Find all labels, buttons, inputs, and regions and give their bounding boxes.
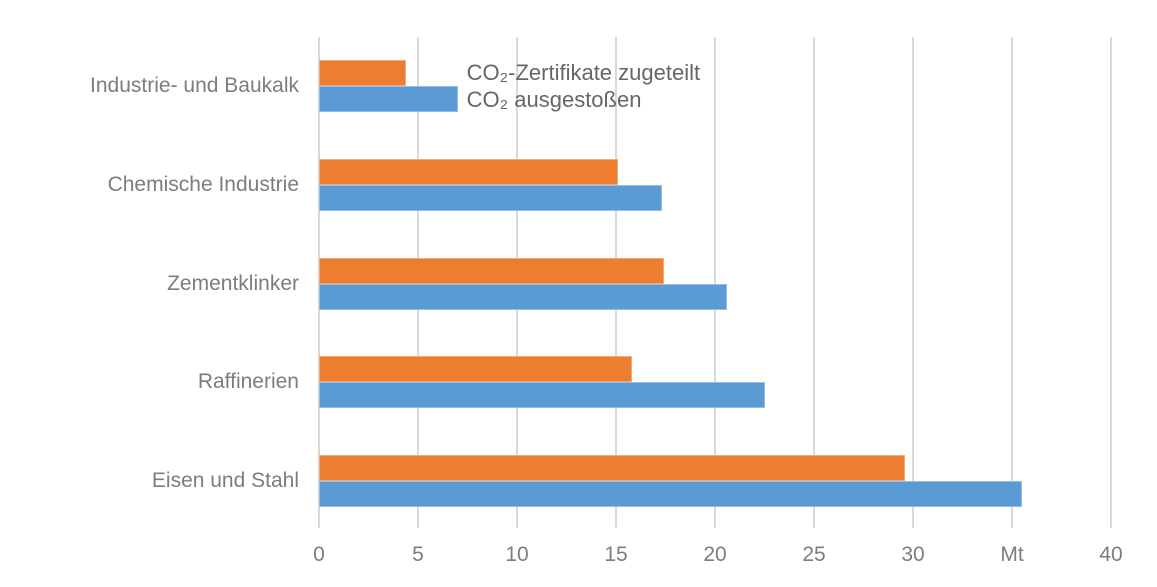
bar-series-1-ausgestossen — [319, 86, 458, 113]
bar-series-0-zugeteilt — [319, 356, 632, 383]
bar-series-1-ausgestossen — [319, 480, 1022, 507]
x-tick-label: 25 — [802, 543, 826, 566]
bar-series-0-zugeteilt — [319, 454, 906, 481]
category-label: Eisen und Stahl — [151, 468, 299, 492]
legend-item-co2-zertifikate-zugeteilt: CO₂-Zertifikate zugeteilt — [466, 60, 701, 86]
x-tick-label: 0 — [313, 543, 325, 566]
gridline — [714, 37, 716, 528]
category-label: Zementklinker — [167, 271, 299, 295]
x-tick-label: 20 — [703, 543, 727, 566]
x-tick-label: 30 — [901, 543, 925, 566]
bar-series-1-ausgestossen — [319, 283, 727, 310]
gridline — [1011, 37, 1013, 528]
x-tick-label: Mt — [1000, 543, 1024, 566]
legend-item-co2-ausgestossen: CO₂ ausgestoßen — [466, 87, 642, 113]
bar-series-0-zugeteilt — [319, 60, 407, 87]
category-label: Raffinerien — [197, 370, 299, 394]
bar-series-0-zugeteilt — [319, 257, 664, 284]
category-label: Industrie- und Baukalk — [90, 74, 299, 98]
bar-series-0-zugeteilt — [319, 158, 618, 185]
x-tick-label: 15 — [604, 543, 628, 566]
category-label: Chemische Industrie — [107, 172, 299, 196]
gridline — [912, 37, 914, 528]
x-tick-label: 40 — [1099, 543, 1123, 566]
x-tick-label: 5 — [412, 543, 424, 566]
gridline — [813, 37, 815, 528]
bar-series-1-ausgestossen — [319, 382, 765, 409]
bar-series-1-ausgestossen — [319, 184, 662, 211]
gridline — [1110, 37, 1112, 528]
x-tick-label: 10 — [505, 543, 529, 566]
